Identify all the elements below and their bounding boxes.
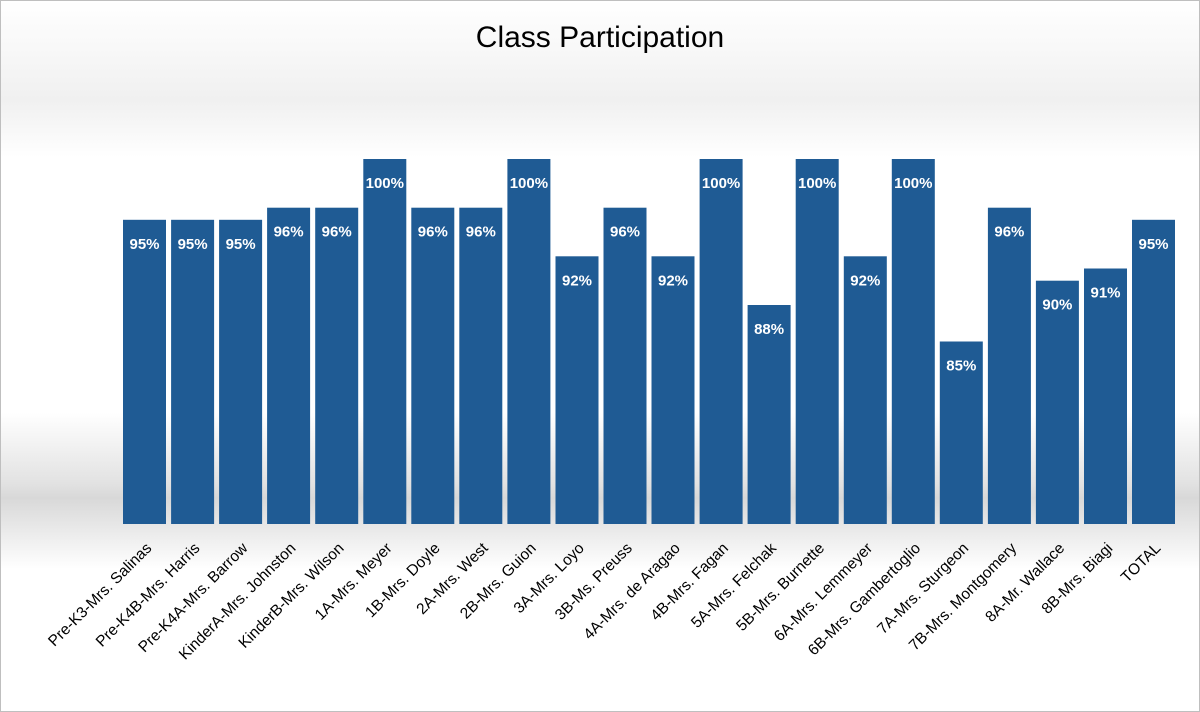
bar [267, 207, 311, 524]
bar-data-label: 92% [562, 272, 592, 289]
bar-data-label: 100% [702, 175, 740, 192]
bar-data-label: 100% [366, 175, 404, 192]
bars-layer [123, 159, 1175, 525]
bar-data-label: 96% [994, 224, 1024, 241]
bar-data-label: 96% [274, 224, 304, 241]
bar [651, 256, 695, 524]
bar-data-label: 90% [1042, 297, 1072, 314]
category-label: 5A-Mrs. Felchak [688, 540, 780, 632]
data-labels-layer: 95% 95% 95% 96% 96% 100% 96% 96% 100% 92% 96% 92% 10… [129, 175, 1168, 375]
bar-data-label: 96% [322, 224, 352, 241]
bar-data-label: 100% [510, 175, 548, 192]
bar [459, 207, 503, 524]
bar [363, 159, 407, 524]
bar [123, 219, 166, 525]
category-label: TOTAL [1118, 540, 1165, 587]
bar [219, 219, 263, 525]
bar-data-label: 85% [946, 358, 976, 375]
bar [1035, 280, 1079, 524]
chart-title: Class Participation [475, 21, 725, 54]
bar-data-label: 91% [1090, 285, 1120, 302]
bar [1132, 219, 1175, 525]
category-label: 7A-Mrs. Sturgeon [874, 540, 972, 638]
bar [171, 219, 215, 525]
bar [555, 256, 599, 524]
bar-data-label: 96% [466, 224, 496, 241]
bar [603, 207, 647, 524]
bar [987, 207, 1031, 524]
bar-data-label: 88% [754, 321, 784, 338]
bar [747, 305, 791, 524]
bar-data-label: 95% [178, 236, 208, 253]
bar [411, 207, 455, 524]
bar-data-label: 92% [658, 272, 688, 289]
bar-data-label: 95% [129, 236, 159, 253]
bar [1084, 268, 1127, 524]
bar-data-label: 96% [418, 224, 448, 241]
bar-data-label: 92% [850, 272, 880, 289]
bar [843, 256, 887, 524]
bar [795, 159, 839, 524]
bar [699, 159, 743, 524]
bar [891, 159, 935, 524]
bar [315, 207, 359, 524]
bar [939, 341, 983, 524]
bar-data-label: 100% [798, 175, 836, 192]
bar-data-label: 95% [1138, 236, 1168, 253]
category-label: 5B-Mrs. Burnette [733, 540, 828, 635]
bar [507, 159, 551, 524]
bar-data-label: 100% [894, 175, 932, 192]
bar-data-label: 96% [610, 224, 640, 241]
bar-data-label: 95% [226, 236, 256, 253]
